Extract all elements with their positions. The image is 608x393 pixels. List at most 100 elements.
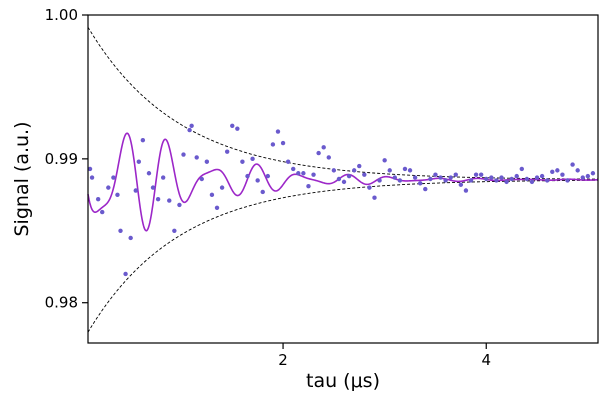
data-point bbox=[326, 155, 331, 160]
data-point bbox=[87, 166, 93, 172]
data-point bbox=[524, 176, 530, 182]
data-point bbox=[514, 173, 519, 179]
data-point bbox=[580, 175, 585, 180]
plot-frame bbox=[87, 14, 599, 344]
data-point bbox=[219, 185, 225, 190]
data-point bbox=[235, 126, 240, 131]
data-point bbox=[494, 178, 499, 183]
data-point bbox=[336, 176, 342, 182]
data-point bbox=[209, 192, 215, 198]
data-point bbox=[275, 129, 281, 134]
data-point bbox=[458, 182, 464, 187]
data-point bbox=[463, 188, 469, 193]
data-point bbox=[428, 176, 433, 182]
data-point bbox=[100, 209, 105, 215]
data-point bbox=[453, 172, 458, 177]
data-point bbox=[306, 183, 311, 189]
y-tick-label: 0.99 bbox=[45, 150, 78, 168]
data-point bbox=[204, 159, 210, 164]
data-point bbox=[296, 171, 301, 176]
data-point bbox=[407, 168, 413, 173]
data-point bbox=[106, 185, 111, 190]
data-point bbox=[311, 172, 316, 177]
data-point bbox=[504, 179, 509, 185]
data-point bbox=[270, 142, 276, 147]
data-point bbox=[285, 159, 291, 164]
data-point bbox=[111, 175, 116, 180]
data-point bbox=[362, 172, 367, 177]
data-point bbox=[301, 171, 306, 176]
data-point bbox=[560, 172, 565, 177]
data-point bbox=[240, 159, 245, 164]
data-point bbox=[172, 228, 177, 233]
data-point bbox=[448, 175, 453, 180]
data-point bbox=[438, 175, 443, 180]
data-point bbox=[214, 205, 220, 210]
data-point bbox=[519, 166, 524, 172]
data-point bbox=[128, 235, 133, 241]
data-point bbox=[250, 156, 255, 162]
data-point bbox=[89, 175, 95, 180]
data-point bbox=[550, 169, 555, 175]
lower-envelope bbox=[87, 179, 599, 333]
data-point bbox=[115, 192, 120, 198]
data-point bbox=[534, 175, 540, 180]
data-point bbox=[150, 185, 156, 190]
data-point bbox=[118, 228, 123, 233]
data-point bbox=[341, 179, 347, 185]
data-point bbox=[585, 173, 591, 179]
data-point bbox=[255, 178, 260, 183]
data-point bbox=[418, 181, 423, 186]
data-point bbox=[194, 155, 199, 160]
data-point bbox=[146, 171, 152, 176]
y-axis-label: Signal (a.u.) bbox=[11, 122, 33, 237]
data-point bbox=[187, 127, 192, 133]
data-point bbox=[433, 172, 438, 177]
data-point bbox=[468, 178, 474, 183]
data-point bbox=[123, 271, 128, 277]
data-point bbox=[509, 176, 514, 182]
data-point bbox=[575, 168, 580, 173]
data-point bbox=[265, 173, 271, 179]
y-tick-label: 0.98 bbox=[45, 294, 78, 312]
data-point bbox=[177, 202, 182, 208]
data-point bbox=[555, 168, 560, 173]
data-point bbox=[412, 175, 418, 180]
data-point bbox=[423, 186, 428, 192]
data-point bbox=[590, 171, 596, 176]
x-axis-label: tau (μs) bbox=[306, 370, 380, 392]
data-point bbox=[230, 123, 235, 128]
data-point bbox=[357, 163, 362, 169]
y-tick-label: 1.00 bbox=[45, 6, 78, 24]
data-point bbox=[473, 172, 479, 177]
data-point bbox=[321, 145, 326, 150]
data-point bbox=[260, 189, 265, 195]
data-point bbox=[484, 176, 489, 182]
data-point bbox=[136, 159, 141, 164]
data-point bbox=[397, 178, 403, 183]
data-point bbox=[280, 140, 286, 146]
data-point bbox=[189, 123, 194, 128]
data-point bbox=[291, 166, 296, 172]
data-point bbox=[478, 172, 484, 177]
data-point bbox=[529, 179, 535, 185]
data-point bbox=[133, 188, 138, 193]
data-point bbox=[346, 173, 352, 179]
data-point bbox=[140, 137, 146, 143]
data-point bbox=[316, 150, 321, 156]
data-point bbox=[167, 198, 172, 203]
data-point bbox=[155, 196, 161, 202]
data-point bbox=[402, 166, 408, 172]
data-point bbox=[95, 196, 101, 202]
data-point bbox=[570, 162, 575, 167]
y-axis-ticks: 0.98 0.99 1.00 bbox=[45, 6, 88, 312]
data-point bbox=[499, 175, 504, 180]
data-point bbox=[489, 175, 494, 180]
data-point bbox=[565, 178, 570, 183]
data-point bbox=[199, 176, 204, 182]
x-tick-label: 4 bbox=[481, 351, 491, 369]
data-point bbox=[160, 175, 166, 180]
data-point bbox=[539, 173, 545, 179]
data-point bbox=[351, 168, 357, 173]
